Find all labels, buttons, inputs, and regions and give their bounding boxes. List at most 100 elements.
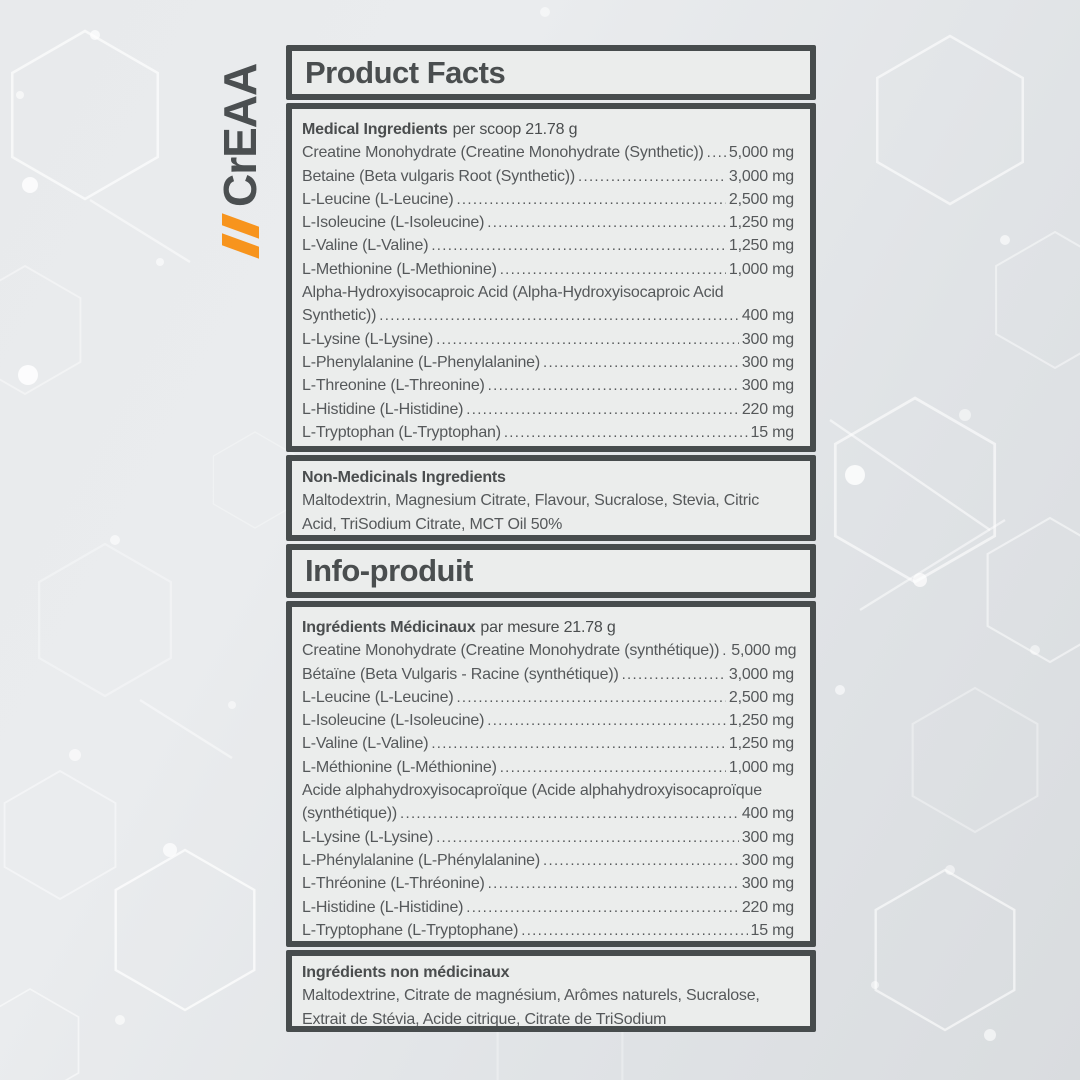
ingredient-amount: 2,500 mg <box>728 688 794 706</box>
ingredient-name: L-Methionine (L-Methionine) <box>302 260 497 278</box>
ingredient-name: L-Isoleucine (L-Isoleucine) <box>302 712 485 730</box>
ingredient-name: Creatine Monohydrate (Creatine Monohydra… <box>302 642 720 660</box>
dot-leader <box>487 709 726 732</box>
ingredient-amount: 300 mg <box>741 377 794 395</box>
ingredient-amount: 300 mg <box>741 851 794 869</box>
ingredient-row: L-Isoleucine (L-Isoleucine) 1,250 mg <box>302 709 794 732</box>
ingredient-name: L-Lysine (L-Lysine) <box>302 330 434 348</box>
ingredient-row: L-Histidine (L-Histidine) 220 mg <box>302 398 794 421</box>
dot-leader <box>431 732 726 755</box>
ingredient-amount: 1,000 mg <box>728 758 794 776</box>
non-medicinals-panel-en: Non-Medicinals Ingredients Maltodextrin,… <box>286 455 816 541</box>
ingredients-medicinaux-heading: Ingrédients Médicinaux par mesure 21.78 g <box>302 619 616 636</box>
ingredient-name: L-Lysine (L-Lysine) <box>302 828 434 846</box>
dot-leader <box>487 211 726 234</box>
dot-leader <box>436 328 739 351</box>
dot-leader <box>466 398 739 421</box>
ingredient-name: L-Valine (L-Valine) <box>302 735 429 753</box>
dot-leader <box>488 374 739 397</box>
dot-leader <box>436 826 739 849</box>
ingredient-name: (synthétique)) <box>302 805 398 823</box>
medicinal-ingredients-list-en: Creatine Monohydrate (Creatine Monohydra… <box>302 141 794 444</box>
ingredient-amount: 2,500 mg <box>728 190 794 208</box>
product-facts-title-panel: Product Facts <box>286 45 816 100</box>
ingredient-amount: 400 mg <box>741 805 794 823</box>
ingredient-amount: 1,250 mg <box>728 735 794 753</box>
ingredient-name: L-Tryptophan (L-Tryptophan) <box>302 423 501 441</box>
ingredient-row: L-Leucine (L-Leucine) 2,500 mg <box>302 188 794 211</box>
ingredient-row: (synthétique)) 400 mg <box>302 802 794 825</box>
info-produit-title: Info-produit <box>305 553 473 588</box>
ingredient-name: L-Isoleucine (L-Isoleucine) <box>302 214 485 232</box>
ingredient-row: L-Phenylalanine (L-Phenylalanine) 300 mg <box>302 351 794 374</box>
ingredient-amount: 15 mg <box>750 921 795 939</box>
ingredient-name: L-Thréonine (L-Thréonine) <box>302 875 485 893</box>
medical-ingredients-heading: Medical Ingredients per scoop 21.78 g <box>302 121 578 138</box>
ingredient-row: Creatine Monohydrate (Creatine Monohydra… <box>302 141 794 164</box>
ingredient-row: L-Valine (L-Valine) 1,250 mg <box>302 234 794 257</box>
dot-leader <box>543 849 739 872</box>
dot-leader <box>504 421 748 444</box>
brand-logo-rotated: CrEAA <box>212 50 268 259</box>
ingredient-amount: 300 mg <box>741 875 794 893</box>
ingredient-row: L-Methionine (L-Methionine) 1,000 mg <box>302 258 794 281</box>
medical-ingredients-panel-en: Medical Ingredients per scoop 21.78 g Cre… <box>286 103 816 452</box>
dot-leader <box>500 756 726 779</box>
ingredient-amount: 3,000 mg <box>728 167 794 185</box>
ingredient-amount: 1,250 mg <box>728 214 794 232</box>
ingredient-row: L-Tryptophane (L-Tryptophane) 15 mg <box>302 919 795 941</box>
ingredients-non-medicinaux-text: Maltodextrine, Citrate de magnésium, Arô… <box>302 987 760 1028</box>
ingredient-row: L-Tryptophan (L-Tryptophan) 15 mg <box>302 421 794 444</box>
ingredient-name: L-Phénylalanine (L-Phénylalanine) <box>302 851 541 869</box>
ingredient-amount: 300 mg <box>741 828 794 846</box>
non-medicinals-text: Maltodextrin, Magnesium Citrate, Flavour… <box>302 492 759 533</box>
ingredient-name: L-Valine (L-Valine) <box>302 237 429 255</box>
dot-leader <box>707 141 726 164</box>
ingredient-row: L-Phénylalanine (L-Phénylalanine) 300 mg <box>302 849 794 872</box>
ingredient-row: L-Lysine (L-Lysine) 300 mg <box>302 826 794 849</box>
ingredient-name: L-Histidine (L-Histidine) <box>302 898 464 916</box>
ingredient-amount: 1,000 mg <box>728 260 794 278</box>
dot-leader <box>466 896 739 919</box>
ingredient-row: L-Thréonine (L-Thréonine) 300 mg <box>302 872 794 895</box>
product-facts-title: Product Facts <box>305 54 506 90</box>
ingredient-name: L-Threonine (L-Threonine) <box>302 377 485 395</box>
ingredient-amount: 220 mg <box>741 898 794 916</box>
ingredient-row: L-Méthionine (L-Méthionine) 1,000 mg <box>302 756 794 779</box>
ingredient-row: L-Leucine (L-Leucine) 2,500 mg <box>302 686 794 709</box>
ingredient-row-wrap-line: Acide alphahydroxyisocaproïque (Acide al… <box>302 782 762 800</box>
ingredient-row: L-Isoleucine (L-Isoleucine) 1,250 mg <box>302 211 794 234</box>
dot-leader <box>521 919 747 941</box>
dot-leader <box>543 351 739 374</box>
dot-leader <box>622 663 726 686</box>
ingredient-row: Betaine (Beta vulgaris Root (Synthetic))… <box>302 165 794 188</box>
dot-leader <box>431 234 726 257</box>
supplement-label: Product Facts Medical Ingredients per sco… <box>286 45 816 1035</box>
ingredient-row-wrap-line: Alpha-Hydroxyisocaproic Acid (Alpha-Hydr… <box>302 284 724 302</box>
ingredient-row: Creatine Monohydrate (Creatine Monohydra… <box>302 639 797 662</box>
ingredient-name: Bétaïne (Beta Vulgaris - Racine (synthét… <box>302 665 619 683</box>
ingredient-amount: 1,250 mg <box>728 712 794 730</box>
ingredient-row: Bétaïne (Beta Vulgaris - Racine (synthét… <box>302 663 794 686</box>
ingredient-name: Betaine (Beta vulgaris Root (Synthetic)) <box>302 167 576 185</box>
dot-leader <box>456 188 725 211</box>
ingredient-name: L-Leucine (L-Leucine) <box>302 688 454 706</box>
dot-leader <box>722 639 728 662</box>
ingredient-amount: 220 mg <box>741 400 794 418</box>
ingredient-name: L-Leucine (L-Leucine) <box>302 190 454 208</box>
dot-leader <box>500 258 726 281</box>
ingredients-non-medicinaux-heading: Ingrédients non médicinaux <box>302 964 510 981</box>
ingredient-name: Synthetic)) <box>302 307 377 325</box>
dot-leader <box>578 165 726 188</box>
ingredient-row: L-Threonine (L-Threonine) 300 mg <box>302 374 794 397</box>
ingredient-name: L-Tryptophane (L-Tryptophane) <box>302 921 519 939</box>
dot-leader <box>488 872 739 895</box>
ingredient-amount: 1,250 mg <box>728 237 794 255</box>
medicinal-ingredients-list-fr: Creatine Monohydrate (Creatine Monohydra… <box>302 639 797 941</box>
dot-leader <box>456 686 725 709</box>
ingredient-name: L-Méthionine (L-Méthionine) <box>302 758 497 776</box>
dot-leader <box>379 304 739 327</box>
ingredient-name: L-Histidine (L-Histidine) <box>302 400 464 418</box>
non-medicinals-heading: Non-Medicinals Ingredients <box>302 469 506 486</box>
